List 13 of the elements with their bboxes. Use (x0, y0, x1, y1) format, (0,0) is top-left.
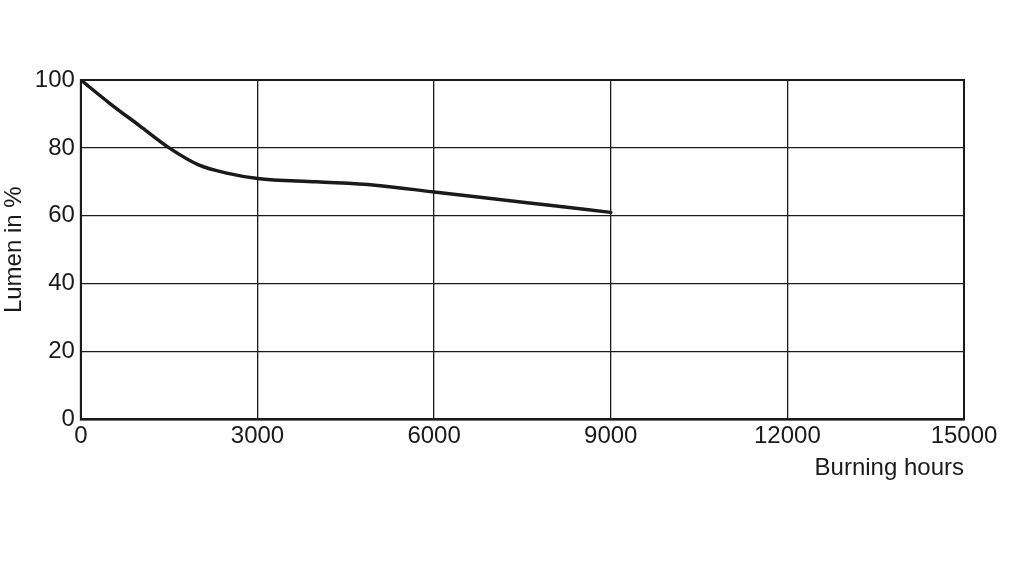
y-tick-label: 40 (48, 268, 75, 296)
y-tick-label: 20 (48, 336, 75, 364)
x-axis-title: Burning hours (814, 453, 964, 481)
x-tick-label: 12000 (753, 421, 821, 449)
y-tick-label: 0 (61, 404, 75, 432)
y-tick-label: 80 (48, 132, 75, 160)
y-tick-label: 60 (48, 200, 75, 228)
x-tick-label: 15000 (930, 421, 998, 449)
x-tick-label: 3000 (230, 421, 285, 449)
x-tick-label: 6000 (407, 421, 461, 449)
x-tick-label: 9000 (584, 421, 638, 449)
y-tick-label: 100 (34, 64, 75, 92)
y-axis-title: Lumen in % (0, 186, 27, 314)
